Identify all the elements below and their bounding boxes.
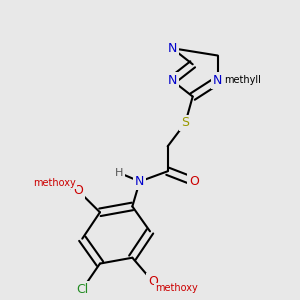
Text: O: O	[73, 184, 83, 197]
Text: H: H	[115, 168, 123, 178]
Text: N: N	[213, 74, 222, 87]
Text: methoxy: methoxy	[33, 178, 76, 188]
Text: O: O	[189, 175, 199, 188]
Text: methyl: methyl	[222, 75, 261, 85]
Text: methoxy: methoxy	[155, 284, 198, 293]
Text: N: N	[213, 74, 222, 87]
Text: H: H	[115, 168, 123, 178]
Text: Cl: Cl	[76, 283, 88, 296]
Text: O: O	[148, 275, 158, 288]
Text: N: N	[167, 74, 177, 87]
Text: methyl: methyl	[224, 75, 258, 85]
Text: Cl: Cl	[76, 283, 88, 296]
Text: methoxy: methoxy	[155, 284, 198, 293]
Text: N: N	[135, 175, 144, 188]
Text: O: O	[189, 175, 199, 188]
Text: N: N	[167, 74, 177, 87]
Text: N: N	[167, 42, 177, 55]
Text: S: S	[181, 116, 189, 129]
Text: O: O	[148, 275, 158, 288]
Text: S: S	[181, 116, 189, 129]
Text: N: N	[167, 42, 177, 55]
Text: methoxy: methoxy	[33, 178, 76, 188]
Text: O: O	[73, 184, 83, 197]
Text: N: N	[135, 175, 144, 188]
